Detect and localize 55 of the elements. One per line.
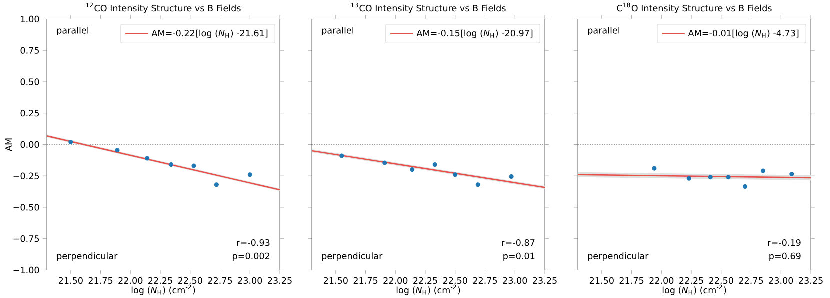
x-tick-label: 22.00: [118, 277, 143, 284]
x-tick-label: 22.75: [739, 277, 764, 284]
x-tick-label: 21.50: [324, 277, 348, 284]
x-tick-label: 22.75: [208, 277, 232, 284]
x-tick-label: 21.50: [590, 277, 614, 284]
x-tick-label: 21.75: [620, 277, 644, 284]
x-axis-title: log (N$_{H}$) (cm$^{-2}$): [132, 284, 196, 296]
annotation: r=-0.87: [502, 239, 535, 246]
x-tick-label: 23.25: [799, 277, 823, 284]
x-tick-label: 22.00: [650, 277, 674, 284]
annotation: r=-0.19: [768, 239, 801, 246]
y-tick-label: −1.00: [14, 266, 40, 274]
annotation: parallel: [588, 26, 620, 36]
x-tick-label: 22.00: [384, 277, 408, 284]
y-tick-label: −0.25: [14, 172, 40, 180]
x-tick-label: 23.25: [268, 277, 292, 284]
y-tick-label: 0.00: [20, 141, 40, 148]
legend-label: AM=-0.22[log (N$_{H}$) -21.61]: [152, 30, 268, 38]
annotation: perpendicular: [322, 252, 383, 262]
x-tick-label: 21.50: [58, 277, 83, 284]
y-tick-label: 0.50: [20, 78, 40, 86]
annotation: perpendicular: [57, 252, 118, 262]
legend-label: AM=-0.15[log (N$_{H}$) -20.97]: [416, 30, 533, 38]
annotation: r=-0.93: [237, 239, 270, 246]
x-tick-label: 22.75: [473, 277, 498, 284]
y-axis-title: AM: [6, 138, 12, 152]
x-tick-label: 22.25: [680, 277, 704, 284]
chart-title: $^{13}$CO Intensity Structure vs B Fields: [351, 2, 506, 14]
x-tick-label: 23.00: [769, 277, 794, 284]
x-tick-label: 23.25: [533, 277, 557, 284]
y-tick-label: 0.25: [20, 110, 40, 117]
x-tick-label: 21.75: [354, 277, 378, 284]
x-tick-label: 23.00: [238, 277, 262, 284]
x-tick-label: 22.50: [178, 277, 202, 284]
x-tick-label: 21.75: [88, 277, 113, 284]
x-tick-label: 22.50: [709, 277, 734, 284]
x-axis-title: log (N$_{H}$) (cm$^{-2}$): [662, 284, 726, 296]
chart-title: C$^{18}$O Intensity Structure vs B Fields: [617, 2, 772, 14]
chart-title: $^{12}$CO Intensity Structure vs B Fields: [86, 2, 241, 14]
annotation: parallel: [322, 26, 354, 36]
annotation: p=0.002: [233, 252, 270, 262]
annotation: p=0.01: [504, 252, 535, 262]
x-axis-title: log (N$_{H}$) (cm$^{-2}$): [396, 284, 460, 296]
y-tick-label: 1.00: [21, 16, 40, 22]
x-tick-label: 23.00: [503, 277, 528, 284]
y-tick-label: −0.50: [14, 204, 40, 211]
x-tick-label: 22.50: [443, 277, 468, 284]
legend-label: AM=-0.01[log (N$_{H}$) -4.73]: [688, 30, 799, 38]
x-tick-label: 22.25: [148, 277, 172, 284]
annotation: perpendicular: [588, 252, 649, 262]
x-tick-label: 22.25: [414, 277, 438, 284]
annotation: p=0.69: [770, 252, 801, 262]
annotation: parallel: [57, 26, 88, 36]
y-tick-label: −0.75: [14, 235, 40, 242]
y-tick-label: 0.75: [20, 47, 40, 54]
